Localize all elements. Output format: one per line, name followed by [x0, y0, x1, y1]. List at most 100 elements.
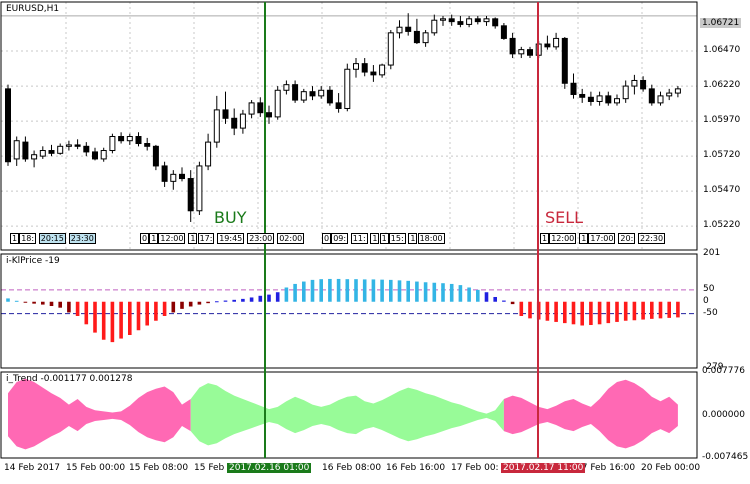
- event-marker[interactable]: 17:00: [588, 233, 616, 244]
- panel-frame: [0, 1, 698, 251]
- time-label: 17 Feb 00:: [451, 463, 499, 473]
- oscillator-bar: [658, 301, 663, 319]
- event-marker[interactable]: 18:00: [417, 233, 445, 244]
- event-marker[interactable]: 15:: [388, 233, 406, 244]
- event-marker[interactable]: 12:00: [158, 233, 186, 244]
- oscillator-bar: [302, 281, 306, 302]
- bull-candle: [196, 165, 203, 212]
- oscillator-bar: [319, 279, 323, 302]
- oscillator-bar: [441, 283, 445, 302]
- bear-candle: [135, 136, 142, 145]
- bull-candle: [318, 89, 325, 97]
- bear-candle: [579, 93, 586, 98]
- bear-candle: [257, 102, 264, 114]
- bull-candle: [274, 89, 281, 118]
- oscillator-bar: [484, 292, 489, 302]
- bear-candle: [492, 18, 499, 27]
- event-marker[interactable]: 1: [408, 233, 418, 244]
- bear-candle: [570, 82, 577, 95]
- event-marker[interactable]: 02:00: [277, 233, 305, 244]
- bear-candle: [92, 151, 98, 160]
- bull-candle: [109, 136, 116, 152]
- indicator1-tick: 50: [703, 283, 715, 294]
- event-marker[interactable]: 11:: [350, 233, 368, 244]
- event-marker[interactable]: 1: [540, 233, 550, 244]
- bull-candle: [466, 18, 473, 25]
- buy-time-tag: 2017.02.16 01:00: [227, 463, 312, 473]
- bull-candle: [553, 37, 560, 48]
- bear-candle: [561, 37, 568, 84]
- time-label: 16 Feb 16:00: [386, 463, 446, 473]
- oscillator-bar: [423, 282, 428, 302]
- bear-candle: [587, 96, 594, 102]
- event-marker[interactable]: 0: [140, 233, 150, 244]
- event-marker[interactable]: 20:: [618, 233, 636, 244]
- event-marker[interactable]: 17:: [197, 233, 215, 244]
- signal-lines: [264, 2, 539, 458]
- oscillator-bar: [119, 301, 123, 339]
- price-tick: 1.05470: [703, 185, 741, 196]
- bull-candle: [387, 32, 394, 66]
- bear-candle: [605, 95, 612, 104]
- event-marker[interactable]: 12:00: [549, 233, 577, 244]
- indicator1-tick: 201: [703, 248, 721, 258]
- oscillator-bar: [58, 301, 62, 308]
- oscillator-bar: [510, 301, 515, 305]
- event-marker[interactable]: 19:45: [217, 233, 245, 244]
- bear-candle: [222, 109, 229, 119]
- oscillator-bar: [180, 301, 184, 309]
- oscillator-bar: [502, 300, 506, 302]
- bull-candle: [379, 64, 386, 76]
- bear-candle: [448, 18, 455, 23]
- event-marker[interactable]: 20:15: [38, 233, 66, 244]
- indicator1-tick: -279: [703, 362, 724, 372]
- oscillator-bar: [267, 294, 271, 302]
- oscillator-bar: [232, 299, 236, 302]
- oscillator-histogram: [1, 278, 697, 343]
- bull-candle: [100, 150, 107, 160]
- event-marker[interactable]: 1: [188, 233, 198, 244]
- event-marker[interactable]: 1: [149, 233, 159, 244]
- bull-candle: [65, 144, 72, 147]
- event-marker[interactable]: 09:: [331, 233, 349, 244]
- oscillator-bar: [589, 301, 593, 326]
- oscillator-bar: [49, 301, 54, 307]
- event-marker[interactable]: 23:00: [247, 233, 275, 244]
- bull-candle: [13, 140, 20, 160]
- event-marker[interactable]: 1: [10, 233, 20, 244]
- bull-candle: [440, 18, 446, 21]
- oscillator-bar: [528, 301, 532, 319]
- event-marker[interactable]: 1: [370, 233, 380, 244]
- event-marker[interactable]: 22:30: [638, 233, 666, 244]
- oscillator-bar: [632, 301, 637, 321]
- bear-candle: [405, 26, 412, 32]
- oscillator-bar: [154, 301, 158, 321]
- oscillator-bar: [188, 301, 193, 307]
- event-marker[interactable]: 18:: [19, 233, 37, 244]
- grid: [1, 2, 697, 250]
- event-marker[interactable]: 1: [579, 233, 589, 244]
- oscillator-bar: [641, 301, 645, 320]
- bear-candle: [370, 71, 377, 76]
- price-tick: 1.05720: [703, 150, 741, 161]
- oscillator-bar: [545, 301, 550, 321]
- oscillator-bar: [197, 301, 202, 305]
- bull-candle: [674, 88, 681, 94]
- buy-signal-label: BUY: [214, 208, 247, 227]
- event-marker[interactable]: 23:30: [68, 233, 96, 244]
- bull-candle: [205, 141, 212, 167]
- oscillator-bar: [23, 301, 28, 303]
- oscillator-bar: [336, 278, 341, 302]
- oscillator-bar: [84, 301, 89, 325]
- oscillator-bar: [563, 301, 567, 324]
- bear-candle: [335, 102, 342, 109]
- event-marker[interactable]: 1: [379, 233, 389, 244]
- bear-candle: [500, 25, 507, 39]
- oscillator-bar: [171, 301, 176, 313]
- event-marker[interactable]: 0: [322, 233, 332, 244]
- time-label: 15 Feb 00:00: [66, 463, 126, 473]
- oscillator-bar: [223, 300, 228, 302]
- bear-candle: [161, 165, 168, 182]
- bear-candle: [527, 49, 533, 56]
